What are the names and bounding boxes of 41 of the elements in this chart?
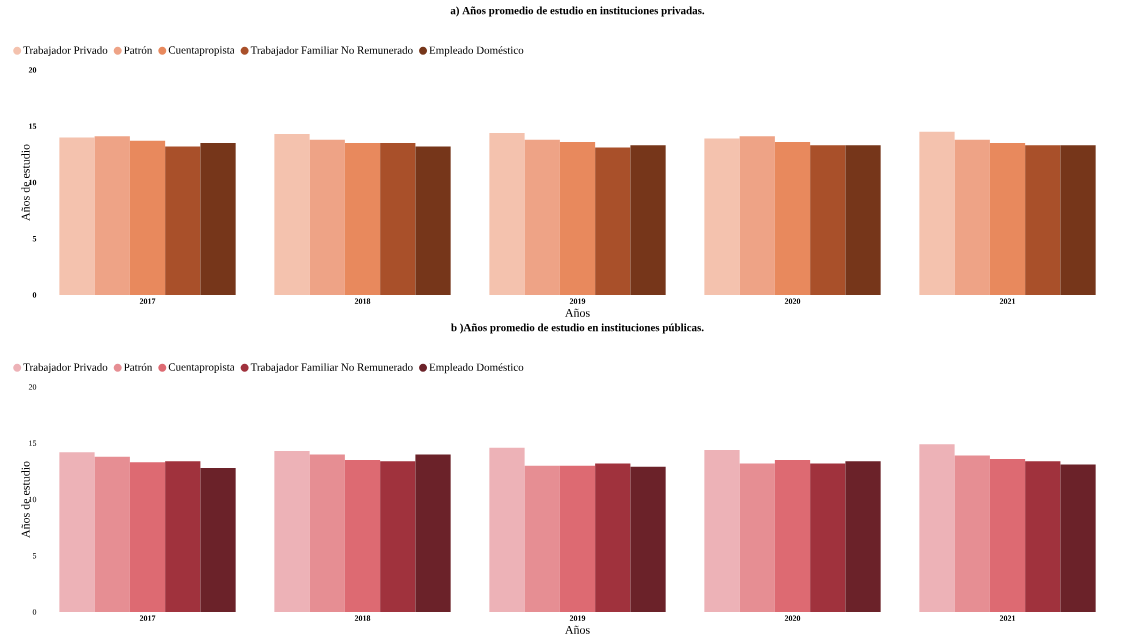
legend-label: Trabajador Privado xyxy=(23,46,108,57)
y-axis-title: Años de estudio xyxy=(21,461,30,538)
bar xyxy=(919,444,955,612)
y-axis-title: Años de estudio xyxy=(21,144,30,221)
bar xyxy=(94,456,130,612)
bar xyxy=(954,455,990,612)
bar xyxy=(595,463,631,612)
x-axis-title: Años xyxy=(565,308,590,317)
legend-label: Cuentapropista xyxy=(168,363,235,373)
bar xyxy=(309,454,345,612)
bar xyxy=(630,466,666,612)
bar xyxy=(380,461,416,612)
bar xyxy=(200,467,236,612)
legend-label: Trabajador Privado xyxy=(23,363,108,374)
bar xyxy=(1025,461,1061,612)
legend-label: Empleado Doméstico xyxy=(429,363,524,374)
x-axis-title: Años xyxy=(565,625,590,634)
bar xyxy=(989,458,1026,612)
legend-label: Trabajador Familiar No Remunerado xyxy=(250,363,413,374)
bar xyxy=(1060,464,1096,612)
legend-label: Cuentapropista xyxy=(168,46,235,56)
chart-title: b )Años promedio de estudio en instituciones públicas. xyxy=(451,323,704,334)
bar xyxy=(774,460,811,612)
chart-title: a) Años promedio de estudio en instituciones privadas. xyxy=(450,6,705,17)
legend-label: Empleado Doméstico xyxy=(429,46,524,57)
bar xyxy=(704,449,740,612)
legend-label: Trabajador Familiar No Remunerado xyxy=(250,46,413,57)
legend-label: Patrón xyxy=(124,46,153,54)
bar xyxy=(415,454,451,612)
bar xyxy=(129,462,166,612)
bar xyxy=(524,465,560,612)
bar xyxy=(59,452,95,612)
bar xyxy=(165,461,201,612)
bar xyxy=(739,463,775,612)
bar xyxy=(344,460,381,612)
legend-label: Patrón xyxy=(124,363,153,371)
bar xyxy=(274,451,310,612)
bar xyxy=(559,465,596,612)
bar xyxy=(489,447,525,612)
bar xyxy=(810,463,846,612)
bar xyxy=(845,461,881,612)
